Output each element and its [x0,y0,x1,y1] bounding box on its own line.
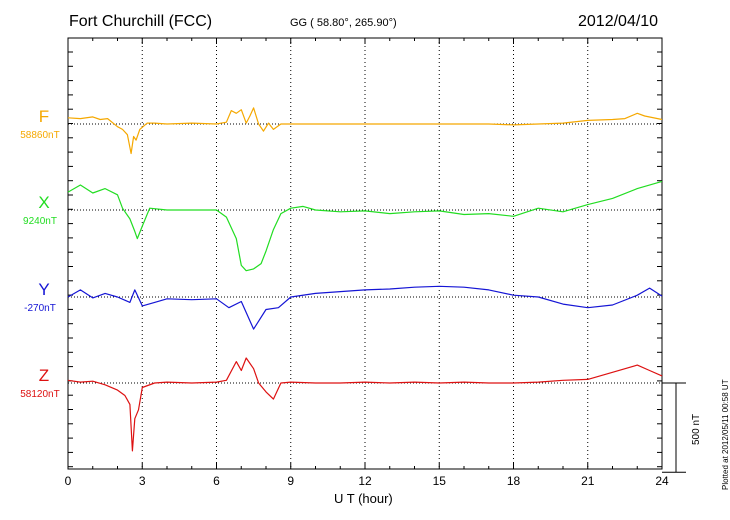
plot-date: 2012/04/10 [578,13,659,30]
component-baseline-value-y: -270nT [24,303,56,314]
x-tick-label: 21 [581,474,595,488]
scale-bar-label: 500 nT [691,413,702,445]
x-tick-label: 15 [433,474,447,488]
series-line-x [67,180,663,272]
x-tick-label: 24 [655,474,669,488]
component-letter-y: Y [38,280,50,299]
x-tick-label: 3 [139,474,146,488]
component-baseline-value-f: 58860nT [20,130,60,141]
x-tick-label: 0 [65,474,72,488]
station-coordinates: GG ( 58.80°, 265.90°) [290,17,397,29]
series-line-f [67,107,663,155]
component-letter-f: F [38,107,50,126]
plotted-timestamp: Plotted at 2012/05/11 00:58 UT [721,379,730,490]
x-tick-label: 18 [507,474,521,488]
component-baseline-value-x: 9240nT [23,216,57,227]
x-tick-label: 9 [287,474,294,488]
component-letter-z: Z [38,366,50,385]
x-axis-label: U T (hour) [334,491,393,506]
component-letter-x: X [38,193,50,212]
x-tick-label: 12 [358,474,372,488]
series-line-y [67,285,663,330]
series-line-z [67,357,663,452]
x-tick-label: 6 [213,474,220,488]
station-title: Fort Churchill (FCC) [69,13,213,30]
component-baseline-value-z: 58120nT [20,389,60,400]
